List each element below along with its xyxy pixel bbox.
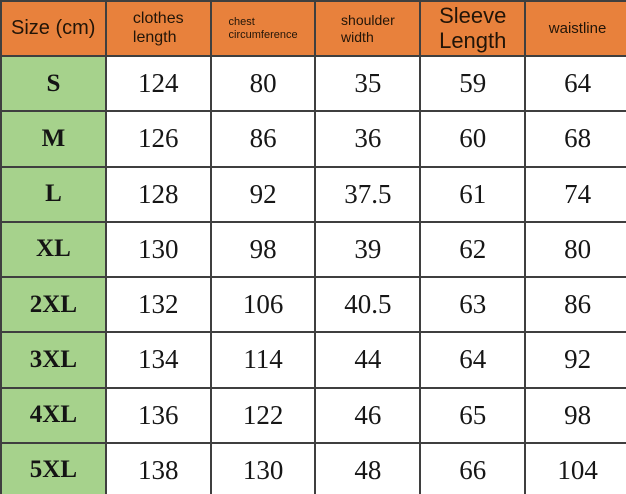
size-label: 3XL bbox=[0, 331, 107, 389]
value-cell: 36 bbox=[314, 110, 422, 168]
value-cell: 62 bbox=[419, 220, 527, 279]
table-header-row: Size (cm) clothes length chest circumferen… bbox=[0, 0, 626, 57]
value-cell: 40.5 bbox=[314, 275, 422, 334]
value-cell: 134 bbox=[104, 331, 212, 389]
value-cell: 80 bbox=[209, 54, 317, 113]
value-cell: 86 bbox=[209, 110, 317, 168]
size-label: S bbox=[0, 54, 107, 113]
value-cell: 37.5 bbox=[314, 165, 422, 223]
value-cell: 98 bbox=[209, 220, 317, 279]
header-line: waistline bbox=[548, 19, 607, 37]
header-line: Sleeve bbox=[439, 2, 507, 28]
column-header-sleeve-length: Sleeve Length bbox=[419, 0, 527, 57]
value-cell: 44 bbox=[314, 331, 422, 389]
value-cell: 114 bbox=[209, 331, 317, 389]
value-cell: 61 bbox=[419, 165, 527, 223]
header-line: width bbox=[341, 28, 374, 45]
value-cell: 130 bbox=[104, 220, 212, 279]
value-cell: 80 bbox=[524, 220, 626, 279]
size-label: 4XL bbox=[0, 386, 107, 444]
value-cell: 126 bbox=[104, 110, 212, 168]
value-cell: 46 bbox=[314, 386, 422, 444]
header-line: chest bbox=[228, 15, 255, 28]
table-row: L 128 92 37.5 61 74 bbox=[0, 165, 626, 223]
value-cell: 35 bbox=[314, 54, 422, 113]
column-header-size: Size (cm) bbox=[0, 0, 107, 57]
size-label: M bbox=[0, 110, 107, 168]
table-row: 4XL 136 122 46 65 98 bbox=[0, 386, 626, 444]
value-cell: 68 bbox=[524, 110, 626, 168]
header-line: length bbox=[132, 28, 177, 46]
value-cell: 63 bbox=[419, 275, 527, 334]
value-cell: 48 bbox=[314, 441, 422, 494]
value-cell: 98 bbox=[524, 386, 626, 444]
value-cell: 59 bbox=[419, 54, 527, 113]
header-line: clothes bbox=[132, 9, 184, 27]
table-row: 2XL 132 106 40.5 63 86 bbox=[0, 275, 626, 334]
value-cell: 92 bbox=[209, 165, 317, 223]
value-cell: 104 bbox=[524, 441, 626, 494]
value-cell: 106 bbox=[209, 275, 317, 334]
table-row: XL 130 98 39 62 80 bbox=[0, 220, 626, 279]
size-label: 2XL bbox=[0, 275, 107, 334]
value-cell: 86 bbox=[524, 275, 626, 334]
table-row: S 124 80 35 59 64 bbox=[0, 54, 626, 113]
size-label: XL bbox=[0, 220, 107, 279]
value-cell: 60 bbox=[419, 110, 527, 168]
value-cell: 132 bbox=[104, 275, 212, 334]
column-header-shoulder-width: shoulder width bbox=[314, 0, 422, 57]
column-header-clothes-length: clothes length bbox=[104, 0, 212, 57]
value-cell: 64 bbox=[524, 54, 626, 113]
value-cell: 65 bbox=[419, 386, 527, 444]
header-line: Length bbox=[439, 28, 507, 54]
value-cell: 74 bbox=[524, 165, 626, 223]
value-cell: 128 bbox=[104, 165, 212, 223]
table-row: 3XL 134 114 44 64 92 bbox=[0, 331, 626, 389]
value-cell: 130 bbox=[209, 441, 317, 494]
value-cell: 66 bbox=[419, 441, 527, 494]
value-cell: 138 bbox=[104, 441, 212, 494]
value-cell: 136 bbox=[104, 386, 212, 444]
header-line: circumference bbox=[228, 28, 298, 41]
table-row: M 126 86 36 60 68 bbox=[0, 110, 626, 168]
value-cell: 64 bbox=[419, 331, 527, 389]
column-header-waistline: waistline bbox=[524, 0, 626, 57]
size-label: 5XL bbox=[0, 441, 107, 494]
value-cell: 124 bbox=[104, 54, 212, 113]
table-row: 5XL 138 130 48 66 104 bbox=[0, 441, 626, 494]
size-label: L bbox=[0, 165, 107, 223]
value-cell: 39 bbox=[314, 220, 422, 279]
value-cell: 92 bbox=[524, 331, 626, 389]
header-line: shoulder bbox=[341, 11, 395, 28]
column-header-chest-circumference: chest circumference bbox=[209, 0, 317, 57]
value-cell: 122 bbox=[209, 386, 317, 444]
